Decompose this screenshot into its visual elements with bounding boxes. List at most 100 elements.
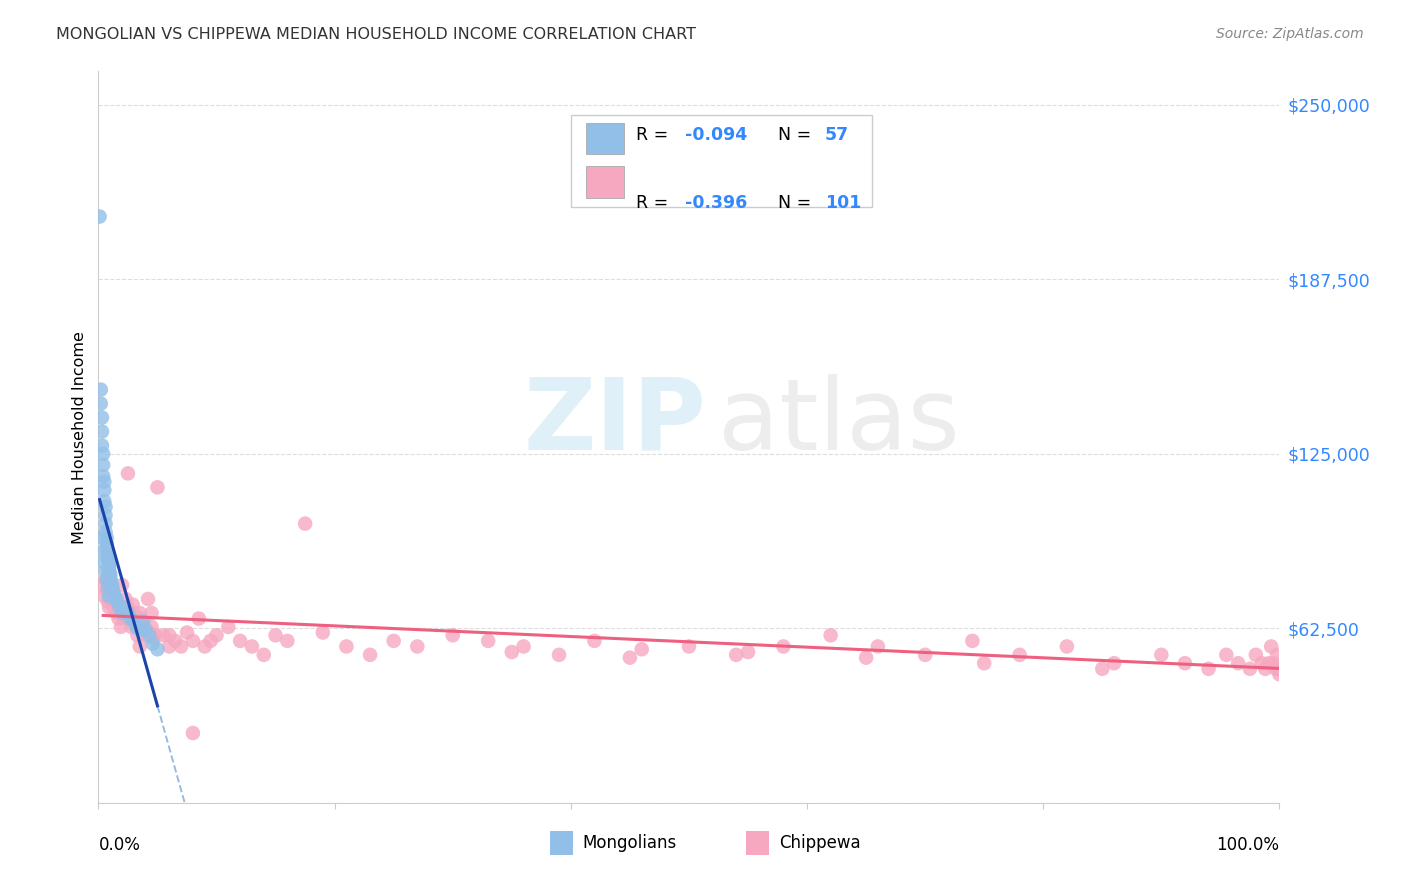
- Point: [122, 606, 145, 620]
- Point: [128, 623, 150, 637]
- Bar: [586, 167, 624, 198]
- Point: [1268, 667, 1291, 681]
- Text: 100.0%: 100.0%: [1216, 836, 1279, 854]
- Point: [441, 628, 464, 642]
- Point: [181, 726, 204, 740]
- Point: [93, 556, 115, 570]
- Point: [91, 544, 114, 558]
- Point: [359, 648, 381, 662]
- Point: [100, 578, 122, 592]
- Point: [98, 600, 121, 615]
- Bar: [586, 122, 624, 154]
- Point: [94, 508, 117, 523]
- Point: [240, 640, 263, 654]
- Point: [100, 575, 122, 590]
- Point: [89, 210, 111, 224]
- FancyBboxPatch shape: [571, 115, 872, 207]
- Point: [973, 657, 995, 671]
- Point: [103, 586, 125, 600]
- Point: [630, 642, 652, 657]
- Point: [94, 500, 117, 514]
- Point: [91, 578, 114, 592]
- Point: [98, 589, 121, 603]
- Point: [96, 583, 118, 598]
- Point: [1227, 657, 1250, 671]
- Point: [294, 516, 316, 531]
- Point: [205, 628, 228, 642]
- Point: [619, 650, 641, 665]
- Point: [276, 633, 298, 648]
- Point: [914, 648, 936, 662]
- Point: [1260, 640, 1282, 654]
- Point: [142, 637, 165, 651]
- Point: [124, 611, 146, 625]
- Point: [98, 558, 121, 573]
- Point: [91, 425, 114, 439]
- Point: [117, 606, 139, 620]
- Text: Source: ZipAtlas.com: Source: ZipAtlas.com: [1216, 27, 1364, 41]
- Point: [96, 541, 118, 556]
- Point: [548, 648, 571, 662]
- Point: [98, 561, 121, 575]
- Point: [104, 589, 127, 603]
- Point: [98, 578, 121, 592]
- Point: [121, 598, 143, 612]
- Point: [128, 640, 150, 654]
- Point: [142, 631, 165, 645]
- Point: [1150, 648, 1173, 662]
- Point: [96, 531, 118, 545]
- Point: [101, 583, 124, 598]
- Point: [1254, 662, 1277, 676]
- Point: [477, 633, 499, 648]
- Point: [146, 480, 169, 494]
- Point: [1257, 657, 1279, 671]
- Text: MONGOLIAN VS CHIPPEWA MEDIAN HOUSEHOLD INCOME CORRELATION CHART: MONGOLIAN VS CHIPPEWA MEDIAN HOUSEHOLD I…: [56, 27, 696, 42]
- Text: Mongolians: Mongolians: [582, 834, 676, 852]
- Point: [512, 640, 534, 654]
- Text: R =: R =: [636, 194, 673, 212]
- Point: [121, 620, 143, 634]
- Point: [264, 628, 287, 642]
- Point: [170, 640, 193, 654]
- Point: [111, 606, 134, 620]
- Point: [772, 640, 794, 654]
- Point: [108, 600, 131, 615]
- Point: [1264, 662, 1286, 676]
- Bar: [550, 831, 574, 855]
- Point: [97, 581, 120, 595]
- Point: [96, 573, 118, 587]
- Point: [136, 592, 159, 607]
- Point: [200, 633, 222, 648]
- Point: [143, 628, 166, 642]
- Point: [132, 617, 155, 632]
- Point: [91, 438, 114, 452]
- Point: [127, 628, 149, 642]
- Point: [125, 620, 148, 634]
- Point: [1056, 640, 1078, 654]
- Point: [93, 494, 115, 508]
- Text: Chippewa: Chippewa: [779, 834, 860, 852]
- Point: [194, 640, 217, 654]
- Point: [176, 625, 198, 640]
- Point: [100, 589, 122, 603]
- Point: [98, 556, 121, 570]
- Point: [132, 615, 155, 629]
- Point: [94, 516, 117, 531]
- Point: [111, 578, 134, 592]
- Text: atlas: atlas: [718, 374, 960, 471]
- Point: [1215, 648, 1237, 662]
- Point: [101, 595, 124, 609]
- Point: [866, 640, 889, 654]
- Point: [105, 598, 128, 612]
- Point: [737, 645, 759, 659]
- Point: [1244, 648, 1267, 662]
- Point: [97, 547, 120, 561]
- Point: [98, 564, 121, 578]
- Point: [112, 606, 135, 620]
- Point: [253, 648, 276, 662]
- Point: [583, 633, 606, 648]
- Text: ZIP: ZIP: [523, 374, 706, 471]
- Point: [141, 620, 163, 634]
- Point: [165, 633, 187, 648]
- Point: [725, 648, 748, 662]
